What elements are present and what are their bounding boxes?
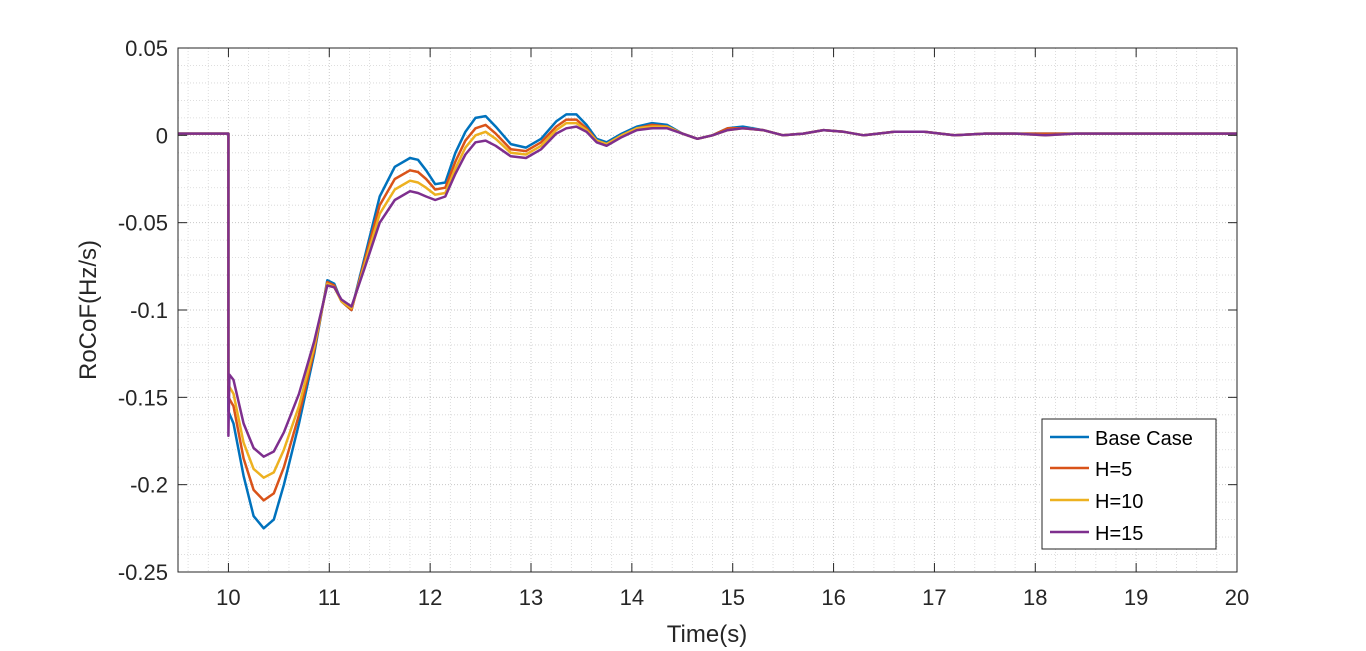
- y-axis-label: RoCoF(Hz/s): [75, 240, 102, 380]
- legend-label-h10: H=10: [1095, 491, 1143, 513]
- x-tick-label: 14: [620, 585, 644, 610]
- legend-label-h5: H=5: [1095, 459, 1132, 481]
- x-tick-label: 20: [1225, 585, 1249, 610]
- legend-label-h15: H=15: [1095, 523, 1143, 545]
- x-tick-label: 19: [1124, 585, 1148, 610]
- y-tick-label: -0.05: [118, 211, 168, 236]
- x-tick-label: 10: [216, 585, 240, 610]
- y-tick-label: -0.15: [118, 385, 168, 410]
- series-group: [178, 113, 1237, 530]
- series-line-3: [178, 125, 1237, 458]
- legend-box: [1041, 418, 1217, 550]
- x-axis-label: Time(s): [667, 621, 747, 648]
- legend: Base Case H=5 H=10 H=15: [1041, 418, 1217, 550]
- x-tick-label: 16: [821, 585, 845, 610]
- x-tick-label: 15: [720, 585, 744, 610]
- x-tick-label: 11: [318, 585, 341, 610]
- x-axis-ticks: 10 11 12 13 14 15 16 17 18 19 20: [216, 48, 1249, 610]
- x-tick-label: 13: [519, 585, 543, 610]
- y-tick-label: -0.2: [130, 473, 168, 498]
- x-tick-label: 18: [1023, 585, 1047, 610]
- y-tick-label: 0: [156, 123, 168, 148]
- x-tick-label: 12: [418, 585, 442, 610]
- legend-label-base-case: Base Case: [1095, 428, 1193, 450]
- y-tick-label: -0.25: [118, 560, 168, 585]
- y-axis-ticks: 0.05 0 -0.05 -0.1 -0.15 -0.2 -0.25: [118, 36, 1237, 585]
- y-tick-label: 0.05: [125, 36, 168, 61]
- y-tick-label: -0.1: [130, 298, 168, 323]
- x-tick-label: 17: [922, 585, 946, 610]
